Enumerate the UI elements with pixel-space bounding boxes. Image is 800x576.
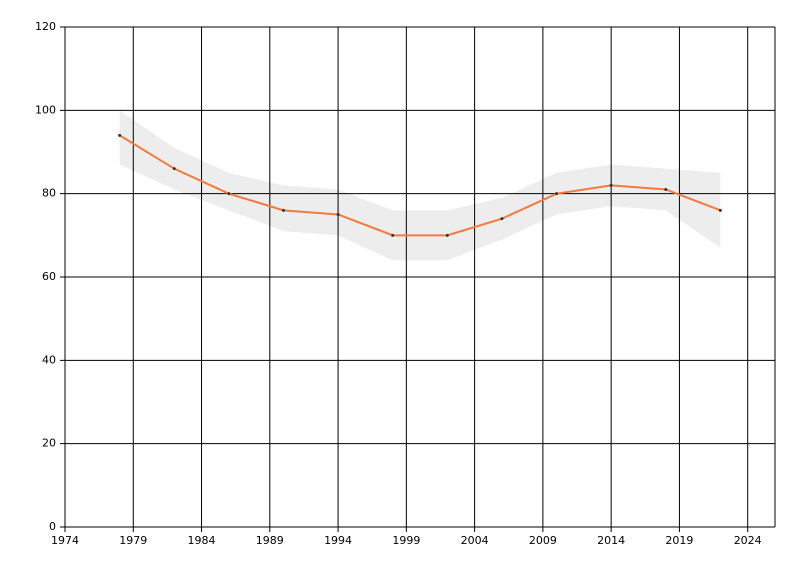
point — [555, 192, 559, 196]
x-tick-label: 2024 — [734, 534, 762, 547]
y-tick-label: 80 — [42, 187, 56, 200]
point — [718, 208, 722, 212]
point — [281, 208, 285, 212]
y-tick-label: 40 — [42, 353, 56, 366]
point — [445, 233, 449, 237]
point — [391, 233, 395, 237]
point — [336, 213, 340, 216]
x-tick-label: 1984 — [188, 534, 216, 547]
x-tick-label: 1979 — [119, 534, 147, 547]
point — [227, 192, 231, 196]
y-tick-label: 120 — [35, 20, 56, 33]
y-tick-label: 20 — [42, 437, 56, 450]
x-tick-label: 1994 — [324, 534, 352, 547]
y-tick-label: 100 — [35, 103, 56, 116]
x-tick-label: 2019 — [665, 534, 693, 547]
y-tick-label: 0 — [49, 520, 56, 533]
x-tick-label: 1999 — [392, 534, 420, 547]
point — [500, 217, 504, 221]
line — [119, 134, 721, 237]
x-tick-label: 2004 — [461, 534, 489, 547]
y-tick-label: 60 — [42, 270, 56, 283]
point — [172, 167, 176, 171]
x-tick-label: 2009 — [529, 534, 557, 547]
point — [664, 188, 668, 191]
x-tick-label: 2014 — [597, 534, 625, 547]
point — [609, 183, 613, 187]
x-tick-label: 1974 — [51, 534, 79, 547]
x-tick-label: 1989 — [256, 534, 284, 547]
point — [118, 133, 122, 137]
